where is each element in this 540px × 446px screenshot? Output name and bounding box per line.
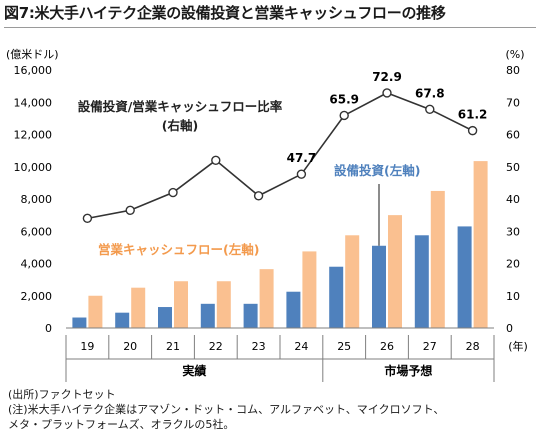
- x-unit-label: (年): [508, 339, 528, 353]
- y-left-tick-label: 0: [45, 322, 52, 335]
- group-label: 市場予想: [384, 363, 432, 378]
- y-right-tick-label: 30: [506, 225, 520, 238]
- ocf-bar: [473, 161, 488, 328]
- ratio-point: [296, 169, 307, 179]
- ratio-point-label: 65.9: [329, 92, 359, 106]
- x-tick-label: 23: [252, 340, 266, 353]
- ratio-point: [211, 155, 221, 166]
- footnote-line-1: (注)米大手ハイテク企業はアマゾン・ドット・コム、アルファベット、マイクロソフト…: [8, 403, 445, 416]
- source-note: (出所)ファクトセット: [8, 388, 116, 401]
- x-tick-label: 20: [123, 340, 137, 353]
- y-left-tick-label: 2,000: [21, 290, 53, 303]
- x-tick-label: 24: [294, 340, 308, 353]
- ratio-point: [253, 191, 264, 201]
- capex-bar: [115, 312, 130, 328]
- y-right-tick-label: 0: [506, 322, 513, 335]
- group-label: 実績: [182, 363, 206, 378]
- y-right-tick-label: 10: [506, 290, 520, 303]
- footnote-line-2: メタ・プラットフォームズ、オラクルの5社。: [8, 418, 235, 431]
- ocf-bar: [302, 251, 317, 328]
- ocf-bar: [131, 287, 146, 328]
- ocf-bar: [430, 190, 445, 328]
- y-left-tick-label: 4,000: [21, 258, 53, 271]
- capex-bar: [372, 245, 386, 328]
- capex-legend-label: 設備投資(左軸): [334, 163, 420, 178]
- capex-bar: [457, 226, 472, 328]
- capex-bar: [243, 303, 258, 328]
- x-tick-label: 25: [337, 340, 351, 353]
- ocf-bar: [174, 281, 188, 328]
- y-right-tick-label: 40: [506, 193, 520, 206]
- ratio-point: [168, 187, 178, 198]
- y-right-tick-label: 60: [506, 129, 520, 142]
- ratio-point: [425, 104, 435, 115]
- ratio-point: [467, 125, 478, 136]
- ratio-point-label: 67.8: [415, 86, 445, 100]
- y-right-tick-label: 80: [506, 64, 520, 77]
- ratio-legend-axis: (右軸): [162, 118, 198, 133]
- capex-bar: [329, 266, 344, 328]
- ratio-point: [82, 213, 93, 224]
- y-left-tick-label: 16,000: [14, 64, 53, 77]
- ocf-bar: [388, 215, 402, 328]
- chart-title: 図7:米大手ハイテク企業の設備投資と営業キャッシュフローの推移: [4, 2, 536, 28]
- y-right-unit: (%): [505, 48, 524, 61]
- y-left-tick-label: 10,000: [14, 161, 53, 174]
- x-tick-label: 19: [80, 340, 94, 353]
- ocf-legend-label: 営業キャッシュフロー(左軸): [98, 242, 259, 257]
- y-left-tick-label: 6,000: [21, 225, 53, 238]
- ratio-legend-label: 設備投資/営業キャッシュフロー比率: [78, 99, 283, 114]
- ratio-point: [382, 88, 392, 98]
- y-right-tick-label: 50: [506, 161, 520, 174]
- y-left-tick-label: 8,000: [21, 193, 53, 206]
- ratio-point-label: 72.9: [372, 70, 402, 84]
- ocf-bar: [216, 281, 231, 328]
- ratio-point-label: 47.7: [287, 151, 317, 165]
- ocf-bar: [259, 269, 274, 328]
- y-right-tick-label: 20: [506, 258, 520, 271]
- y-right-tick-label: 70: [506, 96, 520, 109]
- ratio-point: [125, 205, 135, 215]
- y-left-tick-label: 14,000: [14, 96, 53, 109]
- capex-bar: [158, 307, 172, 328]
- ratio-point: [339, 110, 349, 121]
- y-left-unit: (億米ドル): [6, 48, 59, 61]
- x-tick-label: 27: [423, 340, 437, 353]
- x-tick-label: 22: [209, 340, 223, 353]
- capex-bar: [72, 317, 87, 328]
- capex-bar: [414, 235, 429, 328]
- x-tick-label: 21: [166, 340, 180, 353]
- y-left-tick-label: 12,000: [14, 129, 53, 142]
- capex-bar: [286, 291, 301, 328]
- ratio-line: [87, 92, 473, 220]
- x-tick-label: 26: [380, 340, 394, 353]
- capex-bar: [200, 303, 215, 328]
- x-tick-label: 28: [466, 340, 480, 353]
- ocf-bar: [88, 295, 103, 328]
- ratio-point-label: 61.2: [458, 108, 488, 122]
- ocf-bar: [345, 235, 360, 328]
